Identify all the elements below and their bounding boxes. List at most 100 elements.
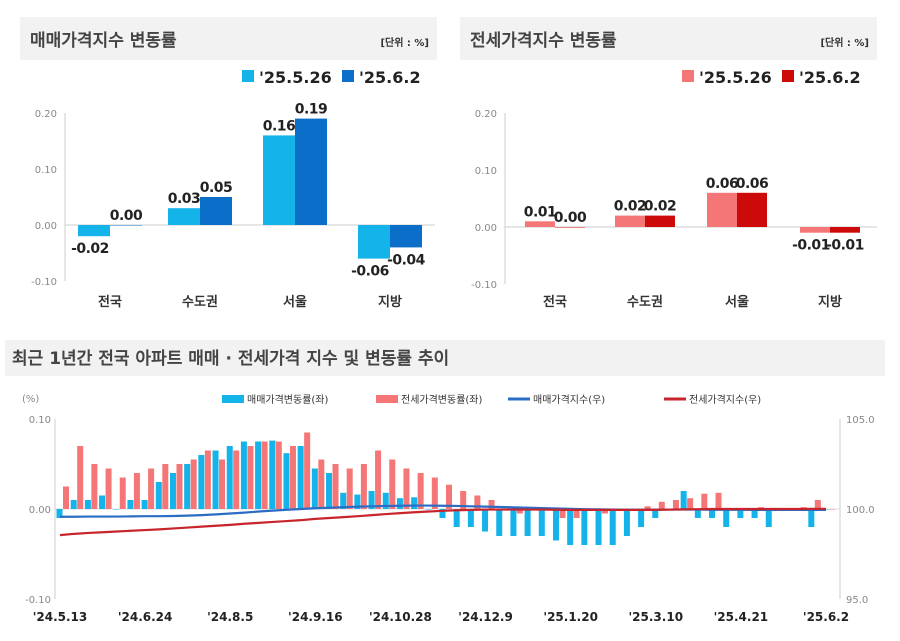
- data-label: -0.02: [71, 241, 109, 257]
- bar: [829, 509, 835, 510]
- bar: [559, 509, 566, 518]
- x-tick-label: '25.3.10: [629, 610, 684, 624]
- bar: [162, 464, 169, 509]
- bar: [311, 468, 318, 509]
- legend-label: 전세가격변동률(좌): [401, 393, 483, 406]
- y-tick-label: 0.00: [35, 221, 57, 232]
- bar: [567, 509, 574, 545]
- category-label: 전국: [98, 294, 122, 310]
- bar: [200, 197, 232, 225]
- legend-swatch: [376, 395, 398, 403]
- data-label: 0.05: [200, 180, 233, 196]
- bar: [99, 495, 106, 509]
- data-label: -0.01: [826, 238, 864, 254]
- bar: [70, 500, 77, 509]
- bar: [581, 509, 588, 545]
- left-tick-label: -0.10: [25, 595, 51, 606]
- bar: [658, 501, 665, 509]
- bar: [751, 509, 758, 518]
- bar: [148, 468, 155, 509]
- legend-swatch: [242, 70, 254, 82]
- legend-label: 전세가격지수(우): [689, 393, 761, 406]
- legend-label: '25.6.2: [359, 68, 421, 87]
- data-label: 0.06: [736, 176, 769, 192]
- category-label: 서울: [283, 294, 307, 310]
- bar: [169, 473, 176, 509]
- bar: [133, 473, 140, 509]
- bar: [516, 509, 523, 514]
- bar: [496, 509, 503, 536]
- y-tick-label: 0.20: [475, 109, 497, 120]
- bar: [488, 500, 495, 509]
- y-tick-label: 0.10: [475, 166, 497, 177]
- bar: [105, 468, 112, 509]
- bar: [212, 450, 219, 509]
- bar: [304, 432, 311, 509]
- left-tick-label: 0.10: [29, 415, 51, 426]
- x-tick-label: '24.9.16: [288, 610, 343, 624]
- legend-swatch: [682, 70, 694, 82]
- bar: [396, 498, 403, 509]
- bar: [295, 118, 327, 225]
- bar: [390, 225, 422, 248]
- bar: [247, 446, 254, 509]
- right-tick-label: 105.0: [846, 415, 875, 426]
- y-axis-unit: (%): [22, 394, 39, 405]
- bar: [830, 227, 860, 233]
- bar: [538, 509, 545, 536]
- legend-swatch: [222, 395, 244, 403]
- bar: [190, 459, 197, 509]
- bar: [261, 441, 268, 509]
- data-label: 0.00: [554, 210, 587, 226]
- category-label: 지방: [378, 294, 402, 310]
- bar: [84, 500, 91, 509]
- legend-label: 매매가격변동률(좌): [247, 393, 329, 406]
- bar: [411, 497, 418, 509]
- x-tick-label: '24.12.9: [458, 610, 513, 624]
- bar: [482, 509, 489, 532]
- legend-label: '25.5.26: [699, 68, 772, 87]
- bar: [638, 509, 645, 527]
- bar: [694, 509, 701, 518]
- bar: [453, 509, 460, 527]
- x-tick-label: '24.6.24: [118, 610, 173, 624]
- unit-label: [단위 : %]: [380, 36, 429, 49]
- bar: [680, 491, 687, 509]
- bar: [289, 446, 296, 509]
- y-tick-label: -0.10: [31, 277, 57, 288]
- bar: [403, 468, 410, 509]
- legend-label: '25.5.26: [259, 68, 332, 87]
- y-tick-label: -0.10: [471, 280, 497, 291]
- bar: [672, 500, 679, 509]
- bar: [358, 225, 390, 259]
- bar: [283, 453, 290, 509]
- bar: [474, 495, 481, 509]
- bar: [602, 509, 609, 514]
- legend-label: 매매가격지수(우): [533, 393, 605, 406]
- title-band: [5, 340, 885, 376]
- data-label: -0.06: [351, 264, 389, 280]
- bar: [644, 506, 651, 509]
- data-label: 0.01: [524, 204, 557, 220]
- bar: [609, 509, 616, 545]
- bar: [446, 484, 452, 509]
- bar: [360, 464, 367, 509]
- data-label: 0.03: [168, 191, 201, 207]
- left-tick-label: 0.00: [29, 505, 51, 516]
- bar: [318, 459, 325, 509]
- bar: [368, 491, 375, 509]
- bar: [687, 498, 694, 509]
- bar: [723, 509, 730, 527]
- y-tick-label: 0.00: [475, 223, 497, 234]
- category-label: 수도권: [182, 295, 218, 310]
- chart-title: 전세가격지수 변동률: [470, 31, 617, 51]
- bar: [800, 227, 830, 233]
- bar: [524, 509, 531, 536]
- bar: [240, 441, 247, 509]
- bar: [555, 227, 585, 228]
- bar: [389, 459, 396, 509]
- bar: [127, 500, 134, 509]
- bar: [63, 486, 69, 509]
- legend-label: '25.6.2: [799, 68, 861, 87]
